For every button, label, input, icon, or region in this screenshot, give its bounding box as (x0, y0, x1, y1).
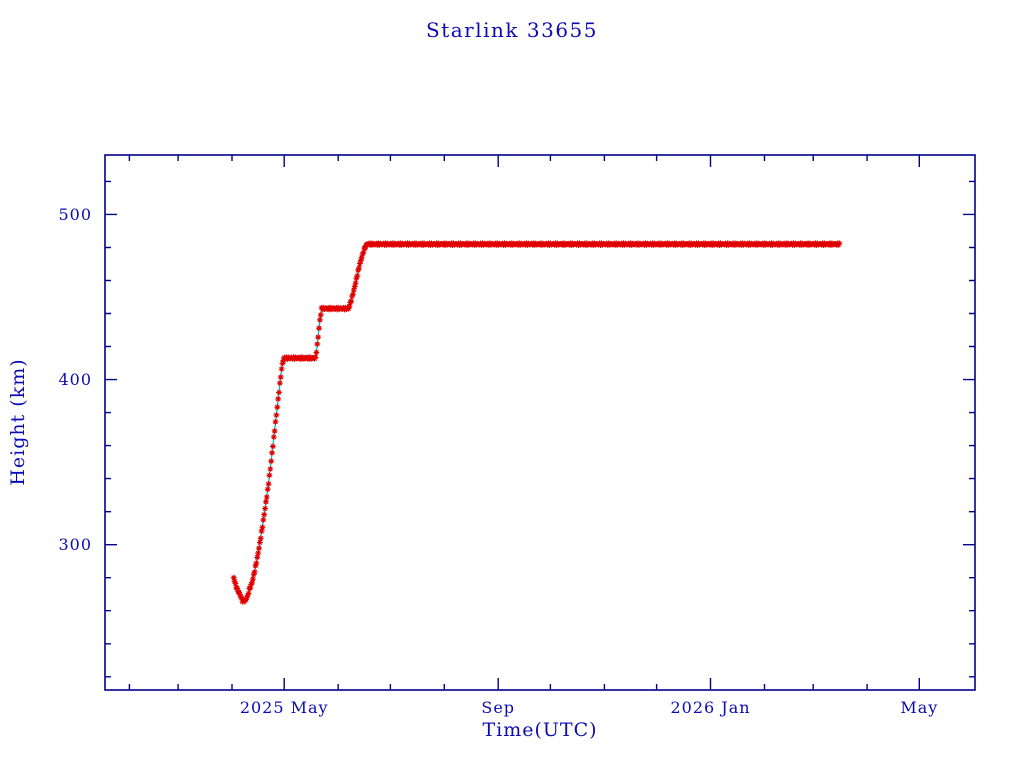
y-axis-label: Height (km) (7, 358, 29, 486)
x-tick-label: May (900, 698, 938, 717)
height-markers (230, 240, 843, 605)
y-tick-label: 500 (58, 205, 92, 224)
height-line (233, 243, 840, 602)
y-tick-label: 300 (58, 535, 92, 554)
x-axis-label: Time(UTC) (482, 719, 598, 741)
x-tick-label: Sep (481, 698, 515, 717)
x-tick-label: 2026 Jan (670, 698, 750, 717)
plot-frame (104, 154, 976, 691)
x-tick-label: 2025 May (240, 698, 329, 717)
y-tick-label: 400 (58, 370, 92, 389)
axis-ticks (105, 155, 975, 690)
chart-title: Starlink 33655 (426, 18, 598, 42)
